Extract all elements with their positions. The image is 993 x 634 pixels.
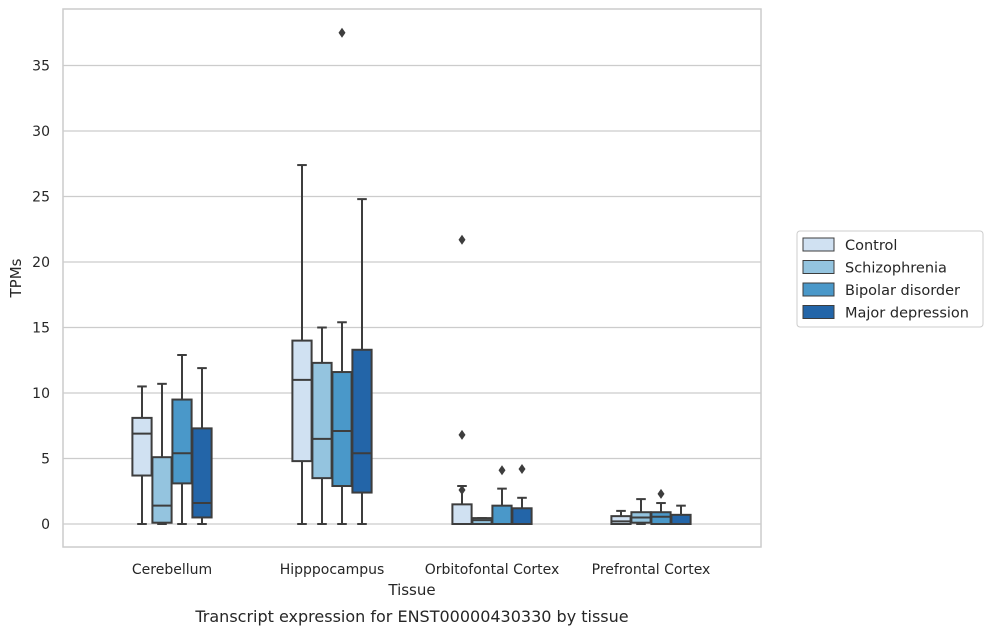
y-tick-label: 30 [32,124,50,140]
outlier-point [498,465,506,476]
y-tick-label: 0 [41,517,50,533]
y-tick-label: 20 [32,255,50,271]
plot-frame [62,8,762,548]
box-body [171,398,193,485]
box [151,382,173,525]
grid-lines [63,64,761,525]
box-body [131,416,153,477]
box [451,234,473,526]
box [291,164,313,525]
box [351,198,373,525]
legend-frame [796,230,984,328]
outlier-point [518,463,526,474]
box-body [511,507,533,525]
box [311,326,333,525]
x-tick-label: Hipppocampus [280,562,385,578]
y-tick-label: 15 [32,321,50,337]
box-body [351,348,373,494]
box-body [451,503,473,526]
box [670,504,692,526]
box [131,385,153,525]
x-tick-label: Orbitofontal Cortex [425,562,560,578]
box [511,463,533,525]
legend-swatch [802,237,835,252]
box [171,354,193,525]
legend-label: Major depression [845,306,969,322]
box-body [291,339,313,463]
x-tick-labels: Cerebellum Hipppocampus Orbitofontal Corte… [132,562,710,578]
legend-items: Control Schizophrenia Bipolar disorder Majo… [802,237,969,322]
box [331,27,353,525]
box-body [491,504,513,526]
y-tick-labels: 0 5 10 15 20 25 30 35 [32,59,50,534]
box-body [670,513,692,526]
box [650,488,672,526]
box-body [610,515,632,526]
x-tick-label: Prefrontal Cortex [592,562,711,578]
y-tick-label: 5 [41,452,50,468]
box [191,367,213,525]
outlier-point [338,27,346,38]
box-body [151,456,173,524]
chart-caption: Transcript expression for ENST0000043033… [194,607,628,626]
box-body [191,427,213,519]
x-axis-title: Tissue [387,581,435,599]
box [471,517,493,525]
outlier-point [458,484,466,495]
box [630,498,652,525]
box [491,465,513,526]
y-axis-title: TPMs [7,258,25,298]
outlier-point [458,234,466,245]
legend-label: Bipolar disorder [845,283,960,299]
legend-label: Schizophrenia [845,261,947,277]
y-tick-label: 10 [32,386,50,402]
box-series [131,27,692,526]
outlier-point [458,429,466,440]
y-tick-label: 25 [32,190,50,206]
legend-swatch [802,305,835,319]
legend-label: Control [845,238,897,254]
legend-swatch [802,260,835,274]
legend: Control Schizophrenia Bipolar disorder Majo… [796,230,984,328]
box [610,509,632,526]
box-body [650,511,672,526]
x-tick-label: Cerebellum [132,562,212,578]
legend-swatch [802,282,835,297]
outlier-point [657,488,665,499]
y-tick-label: 35 [32,59,50,75]
box-body [331,371,353,488]
box-body [311,361,333,480]
